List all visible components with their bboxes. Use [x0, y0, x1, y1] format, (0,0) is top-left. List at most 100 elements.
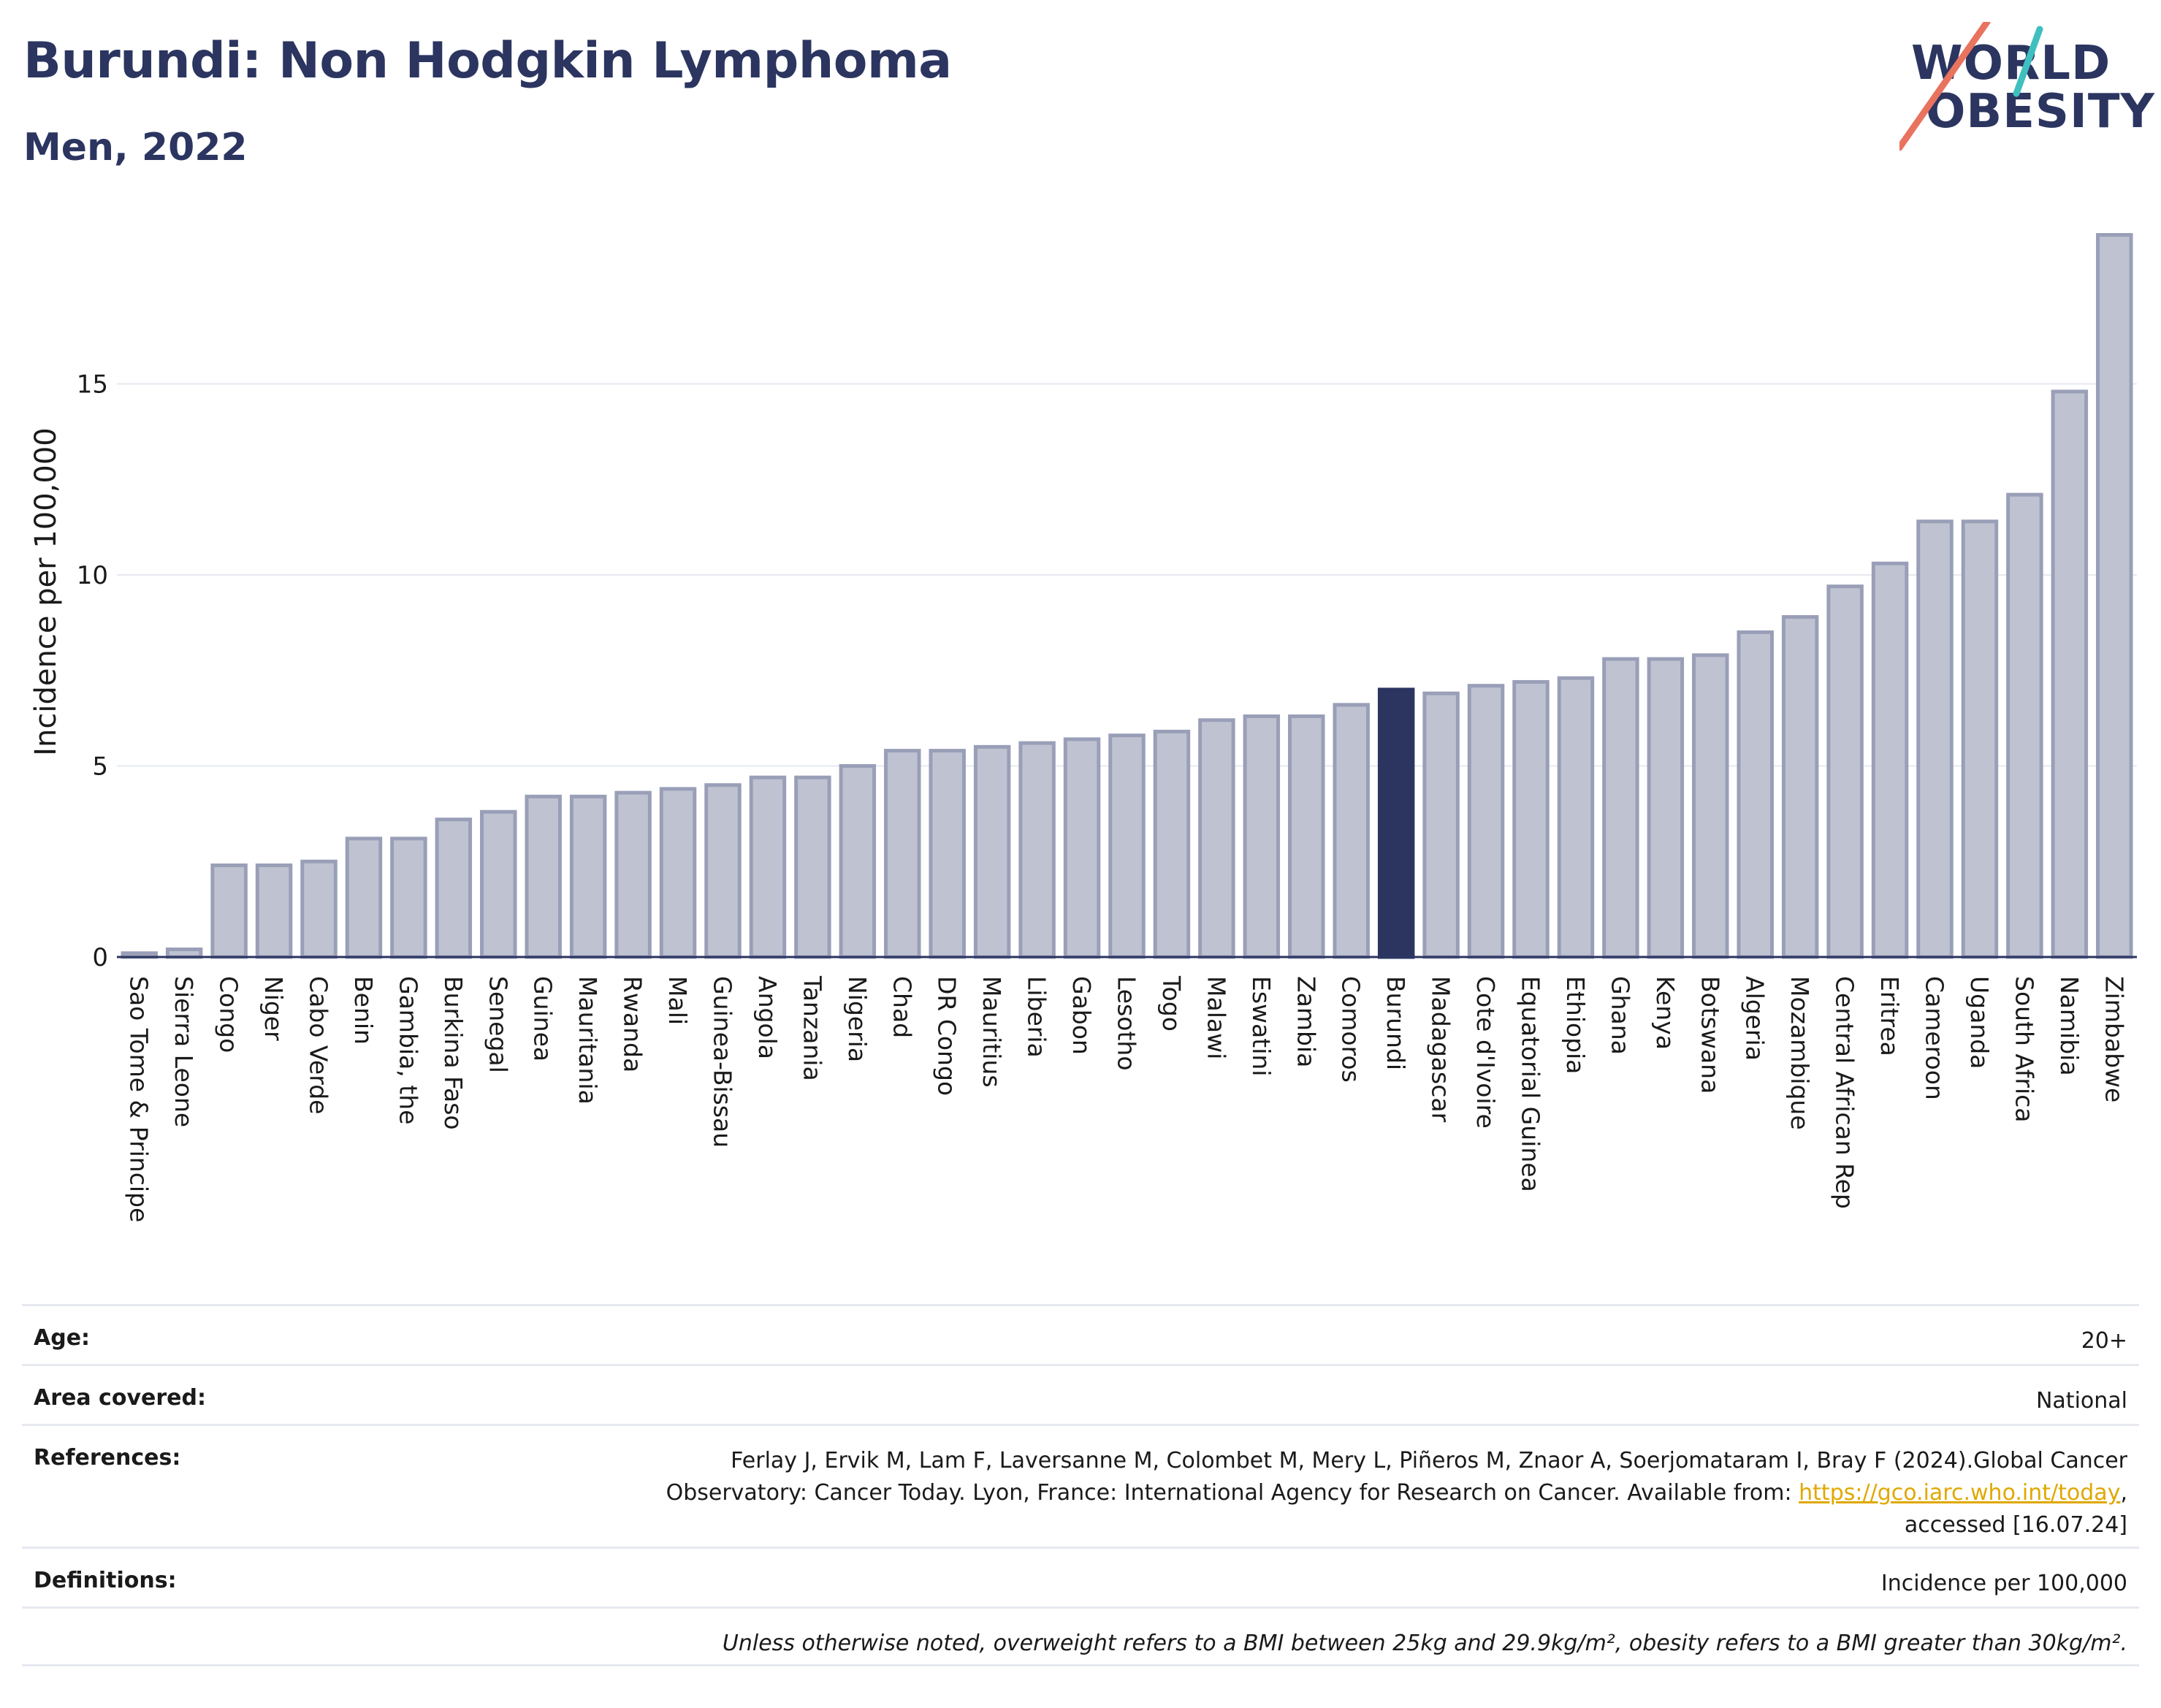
x-tick-label: Liberia	[1023, 976, 1051, 1058]
bar-eritrea	[1871, 561, 1909, 959]
x-tick-label: Ghana	[1606, 976, 1634, 1055]
bar-eswatini	[1243, 714, 1281, 959]
x-tick-label: Eritrea	[1875, 976, 1904, 1056]
x-tick-label: Ethiopia	[1561, 976, 1590, 1074]
bar-kenya	[1647, 657, 1685, 959]
world-obesity-logo: WORLD OBESITY	[1899, 22, 2154, 153]
bar-burkina-faso	[435, 817, 473, 959]
chart-title: Burundi: Non Hodgkin Lymphoma	[23, 32, 952, 90]
x-tick-label: Eswatini	[1247, 976, 1276, 1076]
bar-benin	[345, 836, 383, 959]
bar-senegal	[480, 809, 517, 959]
footer-row-references: References: Ferlay J, Ervik M, Lam F, La…	[22, 1424, 2139, 1547]
bar-rwanda	[614, 790, 652, 959]
x-tick-label: Cote d'Ivoire	[1471, 976, 1500, 1129]
y-tick-label: 5	[92, 752, 108, 782]
x-tick-label: Namibia	[2055, 976, 2084, 1076]
footer-row-age: Age: 20+	[22, 1304, 2139, 1364]
x-tick-label: Zambia	[1292, 976, 1320, 1067]
x-tick-label: Burundi	[1381, 976, 1410, 1070]
x-tick-label: Guinea	[529, 976, 557, 1061]
bar-equatorial-guinea	[1512, 679, 1550, 959]
definitions-label: Definitions:	[34, 1568, 177, 1593]
x-tick-label: Mauritius	[977, 976, 1006, 1088]
x-tick-label: Nigeria	[843, 976, 872, 1062]
x-tick-label: Uganda	[1965, 976, 1994, 1069]
age-label: Age:	[34, 1325, 91, 1351]
x-tick-label: DR Congo	[933, 976, 961, 1096]
y-tick-label: 15	[77, 370, 108, 400]
x-tick-label: Zimbabwe	[2100, 976, 2128, 1102]
bar-cabo-verde	[300, 859, 338, 959]
x-tick-label: Lesotho	[1113, 976, 1141, 1071]
x-tick-label: Gambia, the	[394, 976, 422, 1124]
references-line-3: accessed [16.07.24]	[1904, 1512, 2127, 1538]
chart-subtitle: Men, 2022	[23, 126, 248, 169]
bar-niger	[255, 863, 293, 959]
x-tick-label: Algeria	[1741, 976, 1769, 1061]
bar-ghana	[1602, 657, 1639, 959]
bar-mali	[659, 787, 697, 959]
footer-row-area: Area covered: National	[22, 1364, 2139, 1424]
x-tick-label: Sao Tome & Principe	[125, 976, 153, 1222]
references-link[interactable]: https://gco.iarc.who.int/today	[1799, 1480, 2121, 1506]
x-tick-label: Malawi	[1202, 976, 1230, 1059]
bar-botswana	[1692, 653, 1729, 959]
bar-algeria	[1737, 630, 1774, 959]
bar-liberia	[1018, 741, 1056, 959]
bars	[121, 233, 2133, 959]
bar-malawi	[1198, 718, 1235, 959]
bar-cameroon	[1916, 519, 1954, 959]
x-tick-label: Benin	[349, 976, 378, 1045]
age-value: 20+	[2081, 1328, 2127, 1354]
y-tick-label: 0	[92, 943, 108, 972]
bar-mauritania	[569, 794, 607, 959]
x-tick-label: Angola	[753, 976, 782, 1059]
x-tick-label: Mozambique	[1785, 976, 1814, 1130]
definitions-value: Incidence per 100,000	[1880, 1571, 2127, 1596]
x-tick-label: Comoros	[1337, 976, 1365, 1083]
bar-comoros	[1333, 703, 1370, 959]
x-tick-label: Cabo Verde	[305, 976, 333, 1114]
bar-uganda	[1961, 519, 1999, 959]
chart-footer: Age: 20+ Area covered: National Referenc…	[22, 1304, 2139, 1666]
bar-south-africa	[2006, 492, 2043, 959]
x-tick-label: Sierra Leone	[169, 976, 198, 1127]
bar-dr-congo	[929, 749, 966, 959]
bar-tanzania	[794, 775, 831, 959]
bar-gambia-the	[390, 836, 427, 959]
x-tick-label: Equatorial Guinea	[1517, 976, 1545, 1192]
references-label: References:	[34, 1445, 181, 1471]
x-tick-label: Tanzania	[798, 975, 826, 1081]
references-value: Ferlay J, Ervik M, Lam F, Laversanne M, …	[666, 1445, 2127, 1541]
bar-mozambique	[1781, 615, 1819, 959]
references-line-1: Ferlay J, Ervik M, Lam F, Laversanne M, …	[731, 1448, 2127, 1473]
logo-slash-icon	[1899, 22, 2043, 151]
bar-madagascar	[1422, 691, 1460, 959]
x-tick-label: Botswana	[1696, 976, 1724, 1094]
x-tick-label: Central African Rep	[1831, 976, 1859, 1209]
bar-burundi	[1377, 687, 1415, 959]
references-line-2: Observatory: Cancer Today. Lyon, France:…	[666, 1480, 1799, 1506]
x-tick-label: Gabon	[1067, 976, 1096, 1055]
x-tick-label: Congo	[215, 976, 243, 1053]
bar-ethiopia	[1557, 676, 1595, 959]
x-tick-label: Chad	[888, 976, 916, 1038]
area-value: National	[2035, 1388, 2127, 1414]
bar-central-african-rep	[1826, 584, 1864, 959]
bar-chad	[884, 749, 921, 959]
bar-congo	[210, 863, 248, 959]
x-tick-label: Senegal	[484, 976, 512, 1073]
x-tick-label: Cameroon	[1921, 976, 1949, 1100]
x-tick-label: Mauritania	[573, 976, 602, 1105]
bar-mauritius	[973, 744, 1011, 959]
bar-cote-d-ivoire	[1467, 684, 1505, 959]
x-tick-label: Rwanda	[619, 976, 647, 1072]
bar-guinea-bissau	[704, 783, 742, 959]
bar-guinea	[525, 794, 562, 959]
bar-zambia	[1288, 714, 1325, 959]
x-tick-label: Mali	[663, 976, 692, 1025]
area-label: Area covered:	[34, 1385, 206, 1411]
x-axis-ticks: Sao Tome & Principe Sierra Leone Congo Nige…	[125, 975, 2129, 1222]
footer-row-note: Unless otherwise noted, overweight refer…	[22, 1606, 2139, 1666]
